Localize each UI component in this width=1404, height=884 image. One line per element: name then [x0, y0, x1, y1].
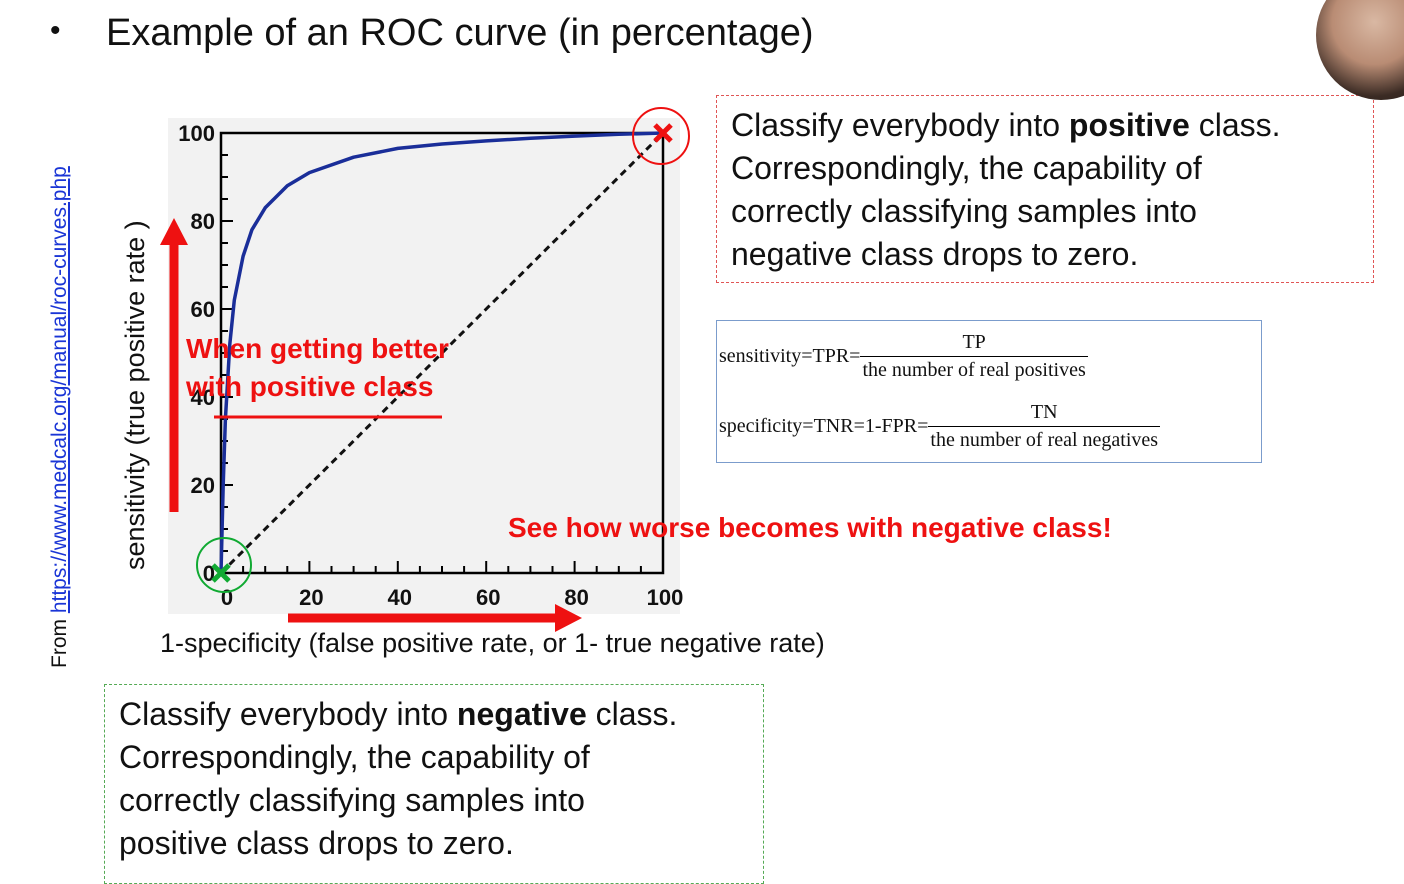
positive-box-bold: positive: [1068, 107, 1190, 143]
y-tick-label: 40: [191, 385, 215, 410]
formula-box: sensitivity=TPR= TP the number of real p…: [716, 320, 1262, 463]
x-tick-label: 40: [388, 585, 412, 610]
negative-box-pre: Classify everybody into: [119, 696, 457, 732]
positive-box-line3: correctly classifying samples into: [731, 193, 1197, 229]
marker-x: [211, 563, 231, 583]
negative-box-line2: Correspondingly, the capability of: [119, 739, 590, 775]
specificity-fraction: TN the number of real negatives: [928, 401, 1161, 452]
y-tick-label: 0: [203, 561, 215, 586]
sensitivity-lhs: sensitivity=TPR=: [719, 345, 861, 367]
right-note: See how worse becomes with negative clas…: [508, 512, 1112, 543]
x-tick-label: 20: [299, 585, 323, 610]
positive-box-line1: Classify everybody into positive class.: [731, 104, 1359, 147]
positive-box-pre: Classify everybody into: [731, 107, 1069, 143]
sensitivity-denominator: the number of real positives: [860, 356, 1088, 382]
plot-background: [168, 118, 680, 614]
positive-class-box: Classify everybody into positive class. …: [716, 95, 1374, 283]
sensitivity-formula: sensitivity=TPR= TP the number of real p…: [719, 331, 1088, 382]
bullet: •: [50, 14, 61, 47]
marker-x: [653, 123, 673, 143]
negative-box-post: class.: [586, 696, 678, 732]
sensitivity-fraction: TP the number of real positives: [860, 331, 1088, 382]
specificity-lhs: specificity=TNR=1-FPR=: [719, 415, 929, 437]
sensitivity-numerator: TP: [962, 331, 986, 353]
y-axis-label: sensitivity (true positive rate ): [120, 220, 150, 570]
x-tick-label: 60: [476, 585, 500, 610]
negative-box-line3: correctly classifying samples into: [119, 782, 585, 818]
negative-box-line1: Classify everybody into negative class.: [119, 693, 749, 736]
y-tick-label: 60: [191, 297, 215, 322]
positive-box-post: class.: [1189, 107, 1281, 143]
up-note: When getting better with positive class: [186, 330, 449, 406]
y-tick-label: 20: [191, 473, 215, 498]
right-arrow-head: [555, 604, 582, 632]
marker-highlight-circle: [632, 107, 690, 165]
marker-highlight-circle: [196, 537, 252, 593]
roc-chart: 0 20 40 60 80 100 0 20 40 60 80 100: [160, 107, 690, 632]
roc-curve-line: [219, 131, 664, 574]
slide-title: Example of an ROC curve (in percentage): [106, 12, 814, 54]
negative-class-box: Classify everybody into negative class. …: [104, 684, 764, 884]
up-arrow-head: [160, 218, 188, 245]
negative-box-line4: positive class drops to zero.: [119, 825, 514, 861]
specificity-numerator: TN: [1030, 401, 1058, 423]
x-tick-label: 100: [647, 585, 684, 610]
specificity-formula: specificity=TNR=1-FPR= TN the number of …: [719, 401, 1161, 452]
x-tick-label: 80: [564, 585, 588, 610]
x-axis-label: 1-specificity (false positive rate, or 1…: [160, 628, 825, 658]
up-note-line2: with positive class: [186, 371, 434, 402]
diagonal-reference-line: [219, 131, 665, 575]
specificity-denominator: the number of real negatives: [928, 426, 1161, 452]
positive-box-line4: negative class drops to zero.: [731, 236, 1139, 272]
positive-box-line2: Correspondingly, the capability of: [731, 150, 1202, 186]
y-tick-label: 80: [191, 209, 215, 234]
up-note-line1: When getting better: [186, 333, 449, 364]
y-tick-label: 100: [178, 121, 215, 146]
x-tick-label: 0: [221, 585, 233, 610]
negative-box-bold: negative: [456, 696, 587, 732]
